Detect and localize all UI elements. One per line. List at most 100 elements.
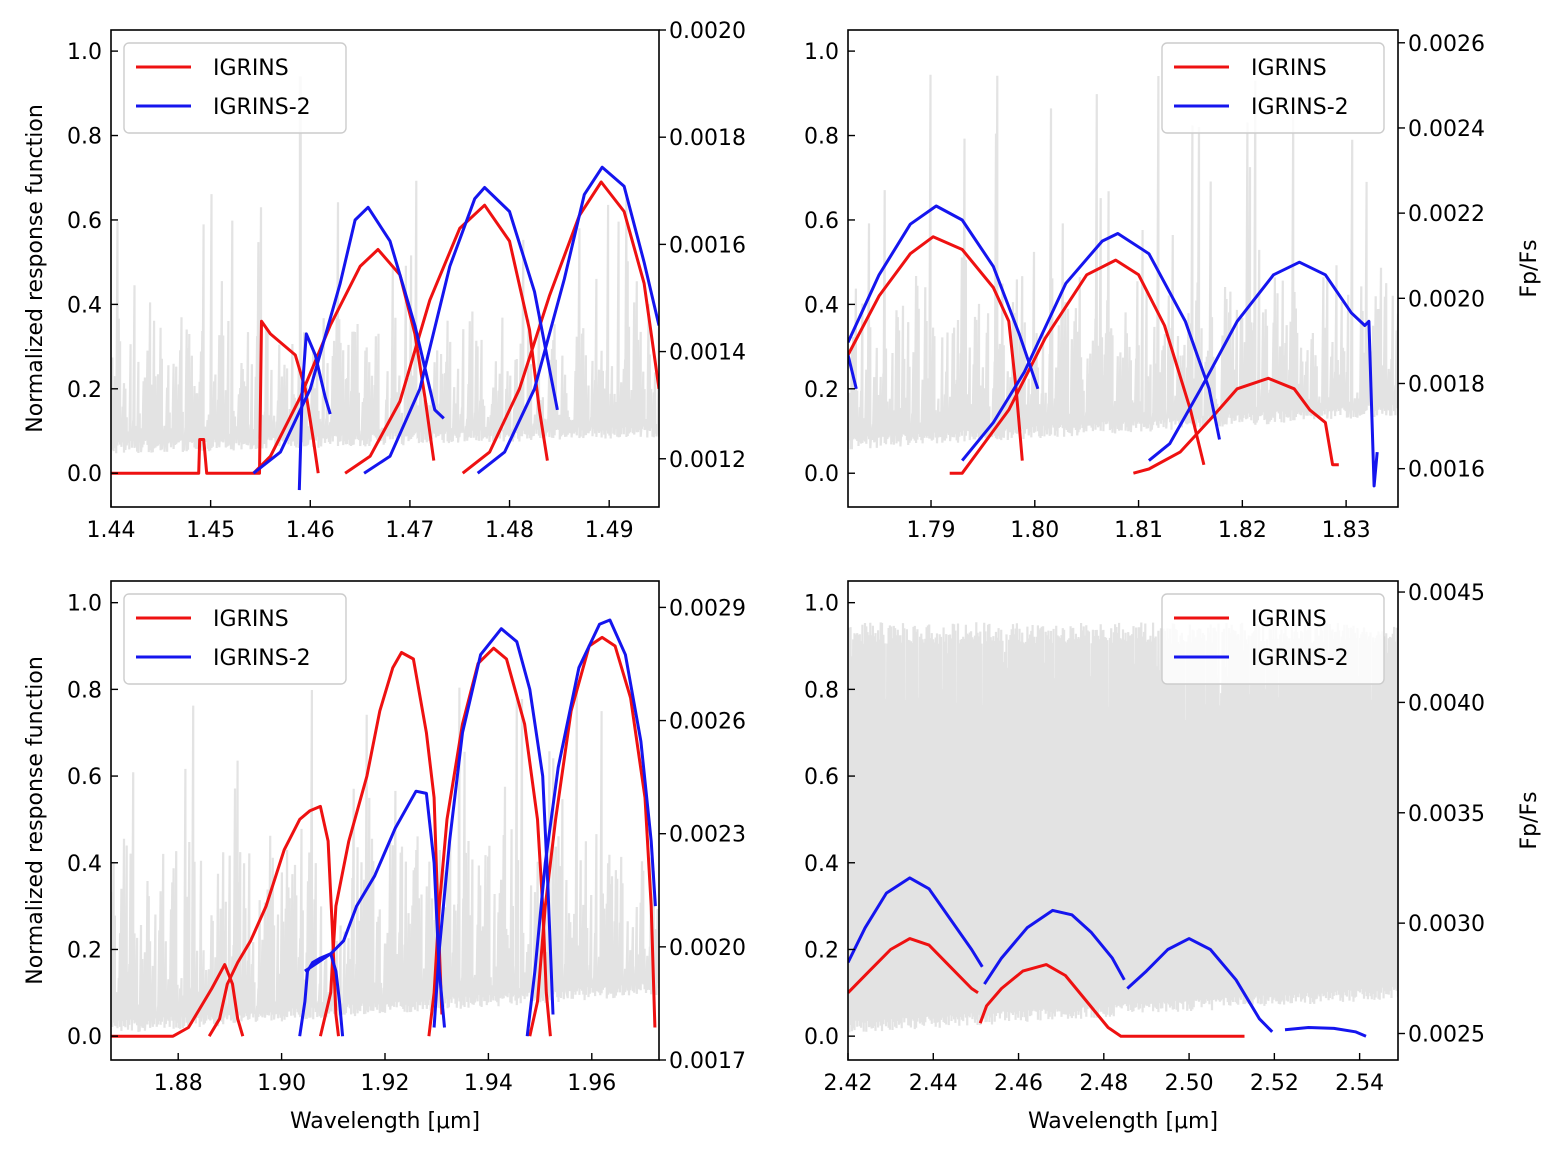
y-tick-label: 0.4 xyxy=(804,852,839,877)
right-y-tick-label: 0.0023 xyxy=(669,823,746,848)
plot-area xyxy=(111,618,659,1038)
right-y-tick-label: 0.0020 xyxy=(669,19,746,44)
right-y-tick-label: 0.0024 xyxy=(1408,117,1485,142)
y-tick-label: 0.6 xyxy=(804,209,839,234)
legend-label-igrins-2: IGRINS-2 xyxy=(213,95,311,120)
legend-label-igrins-2: IGRINS-2 xyxy=(1251,95,1349,120)
x-tick-label: 2.54 xyxy=(1335,1071,1384,1096)
right-y-tick-label: 0.0026 xyxy=(669,710,746,735)
x-tick-label: 1.90 xyxy=(257,1071,306,1096)
x-tick-label: 1.49 xyxy=(585,518,634,543)
axes-frame xyxy=(847,580,1399,1061)
y-tick-label: 0.6 xyxy=(67,765,102,790)
x-tick-label: 1.88 xyxy=(154,1071,203,1096)
y-tick-label: 0.4 xyxy=(67,852,102,877)
panel-tl: 1.44 1.45 1.46 1.47 1.48 1.49 0.0 0.2 0.4 0.6 0.8 1… xyxy=(23,19,746,543)
y-tick-label: 1.0 xyxy=(67,40,102,65)
series-igrins-segment xyxy=(978,963,1245,1038)
y-tick-label: 0.2 xyxy=(67,938,102,963)
series-igrins-2-segment xyxy=(1126,937,1274,1033)
legend-label-igrins-2: IGRINS-2 xyxy=(1251,646,1349,671)
legend: IGRINS IGRINS-2 xyxy=(1161,593,1385,685)
x-tick-label: 1.44 xyxy=(87,518,136,543)
x-tick-label: 1.79 xyxy=(907,518,956,543)
right-y-tick-label: 0.0030 xyxy=(1408,912,1485,937)
x-tick-label: 1.48 xyxy=(485,518,534,543)
x-tick-label: 2.44 xyxy=(909,1071,958,1096)
right-y-tick-label: 0.0016 xyxy=(1408,458,1485,483)
right-y-tick-label: 0.0045 xyxy=(1408,581,1485,606)
series-igrins-2-segment xyxy=(363,186,559,475)
x-tick-label: 1.47 xyxy=(385,518,434,543)
series-igrins-segment xyxy=(848,937,979,995)
plot-area xyxy=(848,74,1398,488)
legend-label-igrins: IGRINS xyxy=(1251,56,1327,81)
series-igrins-2-segment xyxy=(848,204,1040,390)
panel-tr: 1.79 1.80 1.81 1.82 1.83 0.0 0.2 0.4 0.6 0.8 1.0 0.… xyxy=(804,29,1542,543)
series-igrins-2-segment xyxy=(848,876,984,968)
y-tick-label: 0.4 xyxy=(804,293,839,318)
right-y-tick-label: 0.0018 xyxy=(1408,372,1485,397)
series-igrins-segment xyxy=(111,963,245,1038)
x-tick-label: 2.46 xyxy=(994,1071,1043,1096)
series-igrins-2-segment xyxy=(1147,260,1379,488)
right-y-tick-label: 0.0014 xyxy=(669,341,746,366)
series-igrins-2-segment xyxy=(525,618,657,1037)
planet-spectrum xyxy=(848,622,1398,1033)
right-y-tick-label: 0.0022 xyxy=(1408,202,1485,227)
right-y-axis-label: Fp/Fs xyxy=(1517,791,1542,849)
series-igrins-2-segment xyxy=(304,789,446,1028)
right-y-tick-label: 0.0026 xyxy=(1408,32,1485,57)
y-tick-label: 0.8 xyxy=(804,125,839,150)
series-igrins-segment xyxy=(1133,376,1339,475)
series-igrins-2-segment xyxy=(298,952,345,1037)
y-tick-label: 0.0 xyxy=(804,462,839,487)
y-tick-label: 0.8 xyxy=(804,678,839,703)
legend-label-igrins: IGRINS xyxy=(213,607,289,632)
panel-bl: 1.88 1.90 1.92 1.94 1.96 0.0 0.2 0.4 0.6 0.8 1.0 0.… xyxy=(23,580,746,1134)
y-tick-label: 0.8 xyxy=(67,125,102,150)
legend: IGRINS IGRINS-2 xyxy=(123,42,347,134)
right-y-tick-label: 0.0035 xyxy=(1408,802,1485,827)
x-tick-label: 1.46 xyxy=(286,518,335,543)
y-tick-label: 0.6 xyxy=(804,765,839,790)
x-tick-label: 1.83 xyxy=(1322,518,1371,543)
y-tick-label: 0.2 xyxy=(804,938,839,963)
right-y-tick-label: 0.0020 xyxy=(1408,287,1485,312)
x-tick-label: 2.48 xyxy=(1079,1071,1128,1096)
y-tick-label: 0.0 xyxy=(804,1025,839,1050)
series-igrins-segment xyxy=(848,235,1024,461)
right-y-tick-label: 0.0017 xyxy=(669,1049,746,1074)
axes-frame xyxy=(110,29,660,508)
x-tick-label: 1.45 xyxy=(186,518,235,543)
plot-area xyxy=(848,622,1398,1038)
y-axis-label: Normalized response function xyxy=(23,656,48,985)
series-igrins-2-segment xyxy=(983,908,1126,985)
series-igrins-2-segment xyxy=(848,354,858,390)
planet-spectrum xyxy=(111,685,659,1032)
y-tick-label: 0.4 xyxy=(67,293,102,318)
series-igrins-2-segment xyxy=(961,232,1221,462)
y-tick-label: 0.2 xyxy=(804,378,839,403)
series-igrins-segment xyxy=(528,635,657,1037)
plot-area xyxy=(111,76,659,491)
x-tick-label: 2.42 xyxy=(824,1071,873,1096)
right-y-tick-label: 0.0018 xyxy=(669,126,746,151)
series-igrins-segment xyxy=(344,203,549,475)
y-tick-label: 1.0 xyxy=(804,40,839,65)
series-igrins-2-segment xyxy=(432,627,555,1028)
series-igrins-segment xyxy=(427,646,552,1037)
axes-frame xyxy=(847,29,1399,508)
series-igrins-2-segment xyxy=(1284,1026,1367,1038)
legend-label-igrins-2: IGRINS-2 xyxy=(213,646,311,671)
y-tick-label: 0.0 xyxy=(67,462,102,487)
legend-label-igrins: IGRINS xyxy=(1251,607,1327,632)
y-tick-label: 0.0 xyxy=(67,1025,102,1050)
series-igrins-segment xyxy=(949,258,1206,475)
right-y-tick-label: 0.0040 xyxy=(1408,691,1485,716)
series-igrins-2-segment xyxy=(297,332,332,491)
series-igrins-segment xyxy=(318,651,444,1037)
x-axis-label: Wavelength [μm] xyxy=(290,1109,480,1134)
x-tick-label: 1.94 xyxy=(464,1071,513,1096)
